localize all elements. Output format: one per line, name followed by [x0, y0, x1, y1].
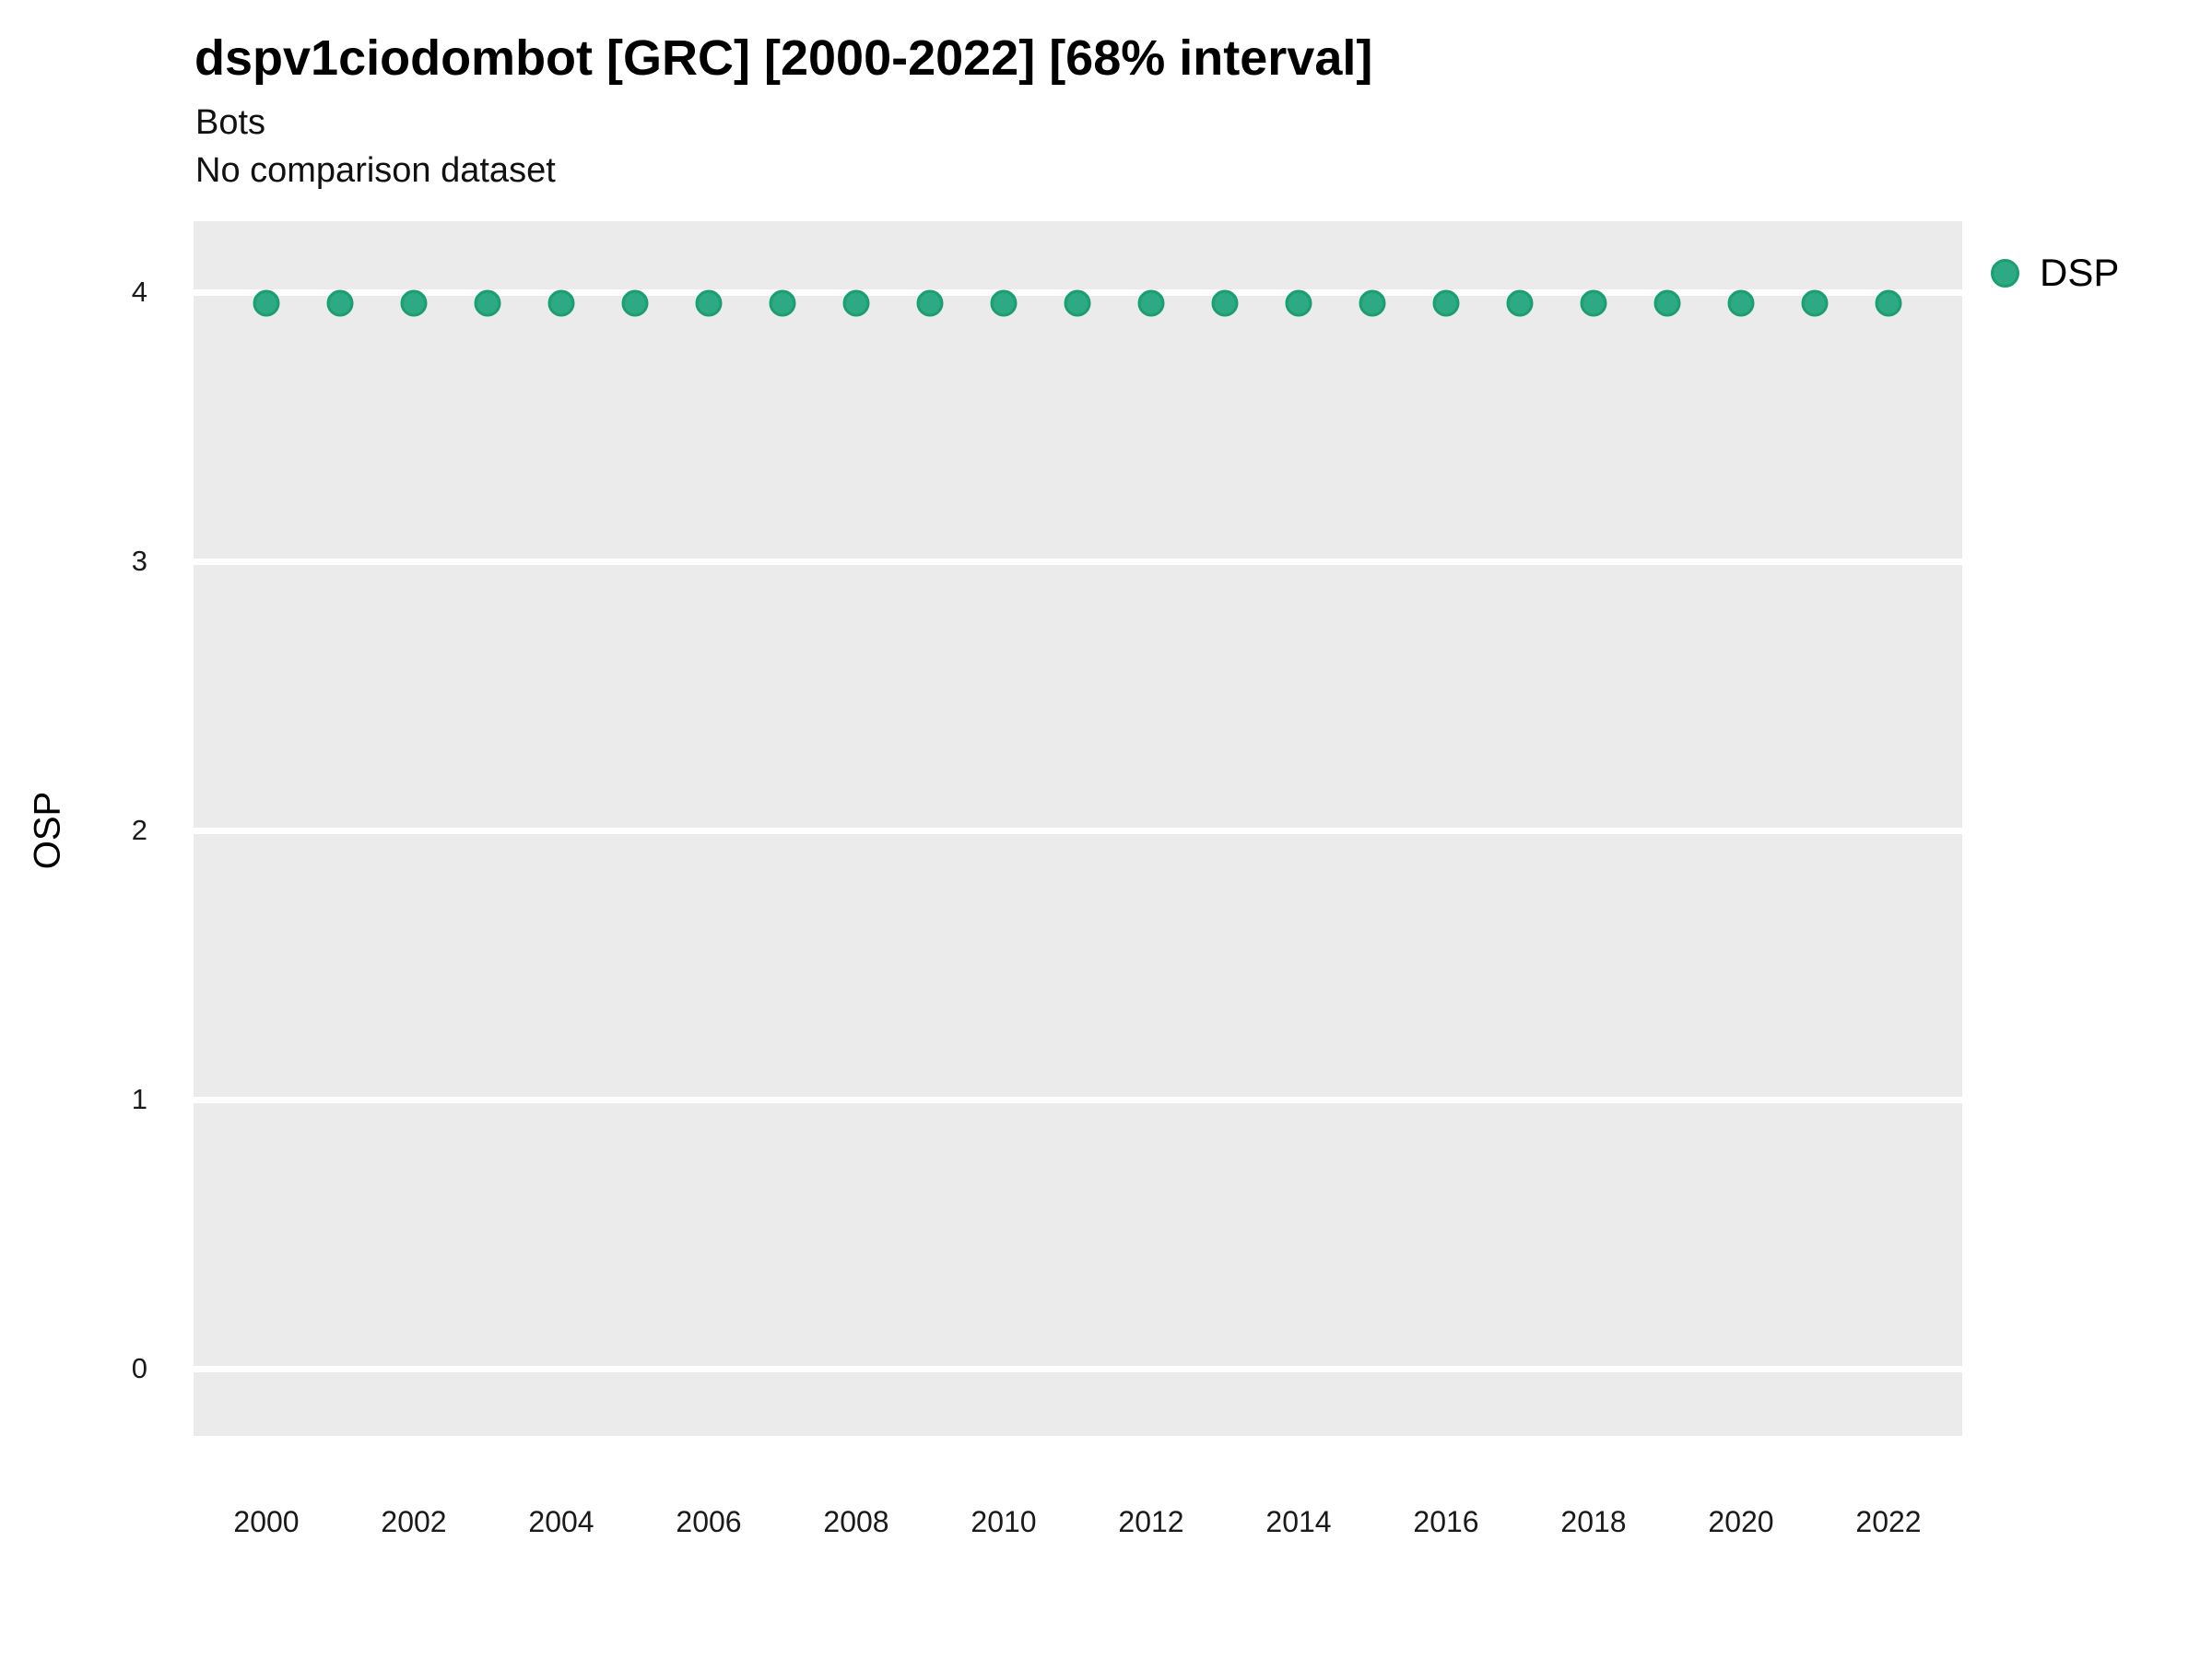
chart-title: dspv1ciodombot [GRC] [2000-2022] [68% in…: [194, 30, 1373, 86]
data-point-2017: [1506, 289, 1534, 317]
x-tick-label-2022: 2022: [1855, 1505, 1922, 1538]
gridline-y-1: [194, 1096, 1962, 1103]
x-tick-label-2010: 2010: [971, 1505, 1037, 1538]
data-point-2016: [1432, 289, 1460, 317]
legend: DSP: [1991, 251, 2119, 295]
plot-panel: [194, 221, 1962, 1436]
x-tick-label-2006: 2006: [676, 1505, 742, 1538]
data-point-2008: [842, 289, 870, 317]
data-point-2010: [990, 289, 1018, 317]
data-point-2004: [547, 289, 575, 317]
data-point-2019: [1653, 289, 1681, 317]
x-tick-label-2008: 2008: [823, 1505, 889, 1538]
x-tick-label-2020: 2020: [1708, 1505, 1774, 1538]
data-point-2011: [1064, 289, 1091, 317]
gridline-y-2: [194, 827, 1962, 834]
y-tick-label-3: 3: [131, 545, 147, 577]
x-tick-label-2000: 2000: [233, 1505, 300, 1538]
data-point-2009: [916, 289, 944, 317]
gridline-y-3: [194, 558, 1962, 565]
data-point-2005: [621, 289, 649, 317]
legend-dsp-dot-icon: [1991, 258, 2019, 288]
data-point-2006: [695, 289, 723, 317]
x-tick-label-2012: 2012: [1118, 1505, 1184, 1538]
data-point-2020: [1727, 289, 1755, 317]
data-point-2018: [1580, 289, 1607, 317]
legend-dsp-label: DSP: [2040, 251, 2120, 294]
x-tick-label-2014: 2014: [1265, 1505, 1332, 1538]
data-point-2013: [1211, 289, 1239, 317]
data-point-2002: [400, 289, 428, 317]
data-point-2000: [253, 289, 280, 317]
x-tick-label-2004: 2004: [528, 1505, 594, 1538]
comparison-note: No comparison dataset: [195, 151, 556, 190]
y-tick-label-4: 4: [131, 276, 147, 308]
data-point-2003: [474, 289, 501, 317]
data-point-2015: [1359, 289, 1386, 317]
y-tick-label-2: 2: [131, 814, 147, 846]
data-point-2001: [326, 289, 354, 317]
data-point-2021: [1801, 289, 1829, 317]
y-tick-label-0: 0: [131, 1352, 147, 1384]
x-tick-label-2002: 2002: [381, 1505, 447, 1538]
y-tick-label-1: 1: [131, 1083, 147, 1115]
x-tick-label-2016: 2016: [1413, 1505, 1479, 1538]
data-point-2012: [1137, 289, 1165, 317]
data-point-2022: [1875, 289, 1902, 317]
gridline-y-0: [194, 1365, 1962, 1372]
y-axis-title: OSP: [27, 791, 68, 870]
data-point-2014: [1285, 289, 1312, 317]
chart-subtitle: Bots: [195, 103, 266, 142]
data-point-2007: [769, 289, 796, 317]
x-tick-label-2018: 2018: [1560, 1505, 1627, 1538]
